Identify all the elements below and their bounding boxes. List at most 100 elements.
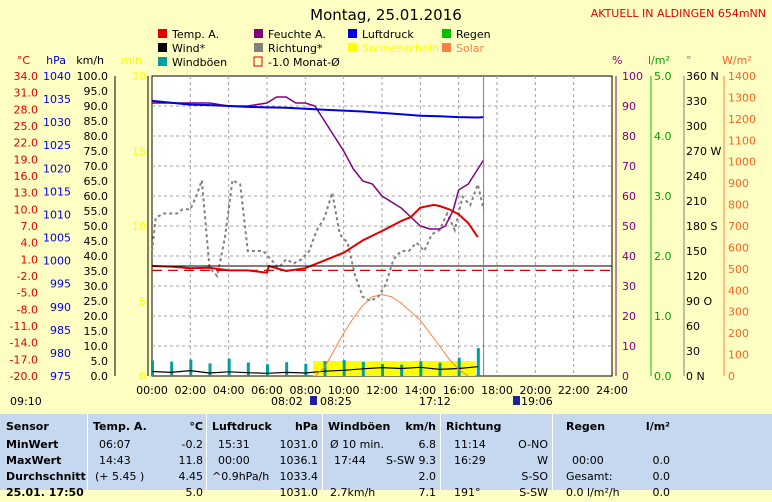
location-label: AKTUELL IN ALDINGEN 654mNN bbox=[590, 7, 766, 20]
direction-tick-label: 240 bbox=[686, 170, 707, 183]
solar-tick-label: 1000 bbox=[728, 156, 756, 169]
rain-unit: l/m² bbox=[645, 420, 670, 433]
gust-bar bbox=[304, 363, 308, 376]
direction-tick-label: 150 bbox=[686, 245, 707, 258]
gust-bar bbox=[266, 364, 269, 376]
humidity-tick-label: 10 bbox=[622, 340, 636, 353]
sunshine-tick-label: 0 bbox=[139, 370, 146, 383]
gust-bar bbox=[323, 361, 327, 376]
legend-label: Windböen bbox=[172, 56, 227, 69]
temp-tick-label: 16.0 bbox=[14, 170, 39, 183]
pressure-max-time: 00:00 bbox=[218, 454, 250, 467]
solar-tick-label: 800 bbox=[728, 199, 749, 212]
temp-tick-label: -2.0 bbox=[17, 270, 38, 283]
pressure-tick-label: 1030 bbox=[43, 116, 71, 129]
pressure-tick-label: 1000 bbox=[43, 255, 71, 268]
rain-total-label: Gesamt: bbox=[566, 470, 613, 483]
direction-tick-label: 330 bbox=[686, 95, 707, 108]
gusts-current-value: 7.1 bbox=[418, 486, 437, 499]
gusts-column: Windböen km/h Ø 10 min. 6.8 17:44 S-SW 9.3 … bbox=[328, 414, 436, 499]
x-tick-label: 24:00 bbox=[596, 384, 628, 397]
wind-tick-label: 100.0 bbox=[77, 70, 109, 83]
pressure-min-value: 1031.0 bbox=[279, 438, 319, 451]
temp-column: Temp. A. °C 06:07 -0.2 14:43 11.8 (+ 5.45 … bbox=[93, 414, 204, 499]
pressure-tick-label: 1035 bbox=[43, 93, 71, 106]
chart-svg: 34.0 31.0 28.0 25.0 22.0 19.0 16.0 13.0 10.0 7.0 4… bbox=[10, 28, 756, 408]
temp-unit-label: °C bbox=[17, 54, 31, 67]
pressure-tick-label: 980 bbox=[50, 347, 71, 360]
wind-tick-label: 25.0 bbox=[84, 295, 109, 308]
solar-tick-label: 600 bbox=[728, 241, 749, 254]
solar-tick-label: 900 bbox=[728, 177, 749, 190]
temp-tick-label: 10.0 bbox=[14, 203, 39, 216]
gust-bar bbox=[151, 360, 154, 376]
legend-label: Solar bbox=[456, 42, 485, 55]
direction-tick-label: 120 bbox=[686, 270, 707, 283]
wind-tick-label: 95.0 bbox=[84, 85, 109, 98]
direction-tick-label: 60 bbox=[686, 320, 700, 333]
x-tick-label: 20:00 bbox=[519, 384, 551, 397]
pressure-tick-label: 1020 bbox=[43, 162, 71, 175]
rain-column: Regen l/m² 00:00 0.0 Gesamt: 0.0 0.0 l/m²/… bbox=[560, 414, 670, 499]
x-tick-label: 00:00 bbox=[136, 384, 168, 397]
gust-bar bbox=[400, 364, 404, 376]
temp-tick-label: 31.0 bbox=[14, 87, 39, 100]
direction-tick-label: 90 O bbox=[686, 295, 712, 308]
temp-max-value: 11.8 bbox=[178, 454, 204, 467]
legend-label: Wind* bbox=[172, 42, 206, 55]
weather-chart: 34.0 31.0 28.0 25.0 22.0 19.0 16.0 13.0 10.0 7.0 4… bbox=[10, 6, 766, 408]
statistics-panel: Sensor MinWert MaxWert Durchschnitt 25.0… bbox=[0, 414, 772, 499]
pressure-unit: hPa bbox=[294, 420, 318, 433]
x-tick-label: 18:00 bbox=[481, 384, 513, 397]
pressure-trend: ^0.9hPa/h bbox=[212, 470, 270, 483]
chart-title: Montag, 25.01.2016 bbox=[310, 6, 462, 24]
pressure-tick-label: 1010 bbox=[43, 208, 71, 221]
sunset-label: 17:12 bbox=[419, 395, 451, 408]
x-tick-label: 22:00 bbox=[558, 384, 590, 397]
pressure-tick-label: 975 bbox=[50, 370, 71, 383]
x-tick-label: 10:00 bbox=[328, 384, 360, 397]
wind-tick-label: 30.0 bbox=[84, 280, 109, 293]
legend-swatch bbox=[442, 29, 451, 38]
humidity-tick-label: 60 bbox=[622, 190, 636, 203]
rain-tick-label: 3.0 bbox=[654, 190, 672, 203]
pressure-avg-value: 1033.4 bbox=[279, 470, 319, 483]
gust-bar bbox=[227, 358, 231, 376]
rain-rate: 0.0 l/m²/h bbox=[566, 486, 620, 499]
temp-delta: (+ 5.45 ) bbox=[95, 470, 145, 483]
direction-line bbox=[151, 178, 485, 303]
direction-max-time: 16:29 bbox=[454, 454, 486, 467]
legend-label: Feuchte A. bbox=[268, 28, 326, 41]
x-tick-label: 04:00 bbox=[213, 384, 245, 397]
legend-swatch bbox=[158, 43, 167, 52]
divider bbox=[440, 414, 441, 490]
solar-unit-label: W/m² bbox=[722, 54, 752, 67]
direction-unit-label: ° bbox=[686, 54, 692, 67]
direction-avg-value: S-SO bbox=[521, 470, 548, 483]
legend-swatch bbox=[158, 29, 167, 38]
rain-tick-label: 5.0 bbox=[654, 70, 672, 83]
x-tick-label: 12:00 bbox=[366, 384, 398, 397]
direction-tick-label: 180 S bbox=[686, 220, 717, 233]
temp-tick-label: -17.0 bbox=[10, 353, 38, 366]
direction-tick-label: 30 bbox=[686, 345, 700, 358]
temperature-line bbox=[151, 203, 479, 274]
x-tick-label: 16:00 bbox=[443, 384, 475, 397]
sunshine-tick-label: 5 bbox=[139, 295, 146, 308]
wind-tick-label: 50.0 bbox=[84, 220, 109, 233]
temp-tick-label: 22.0 bbox=[14, 137, 39, 150]
solar-tick-label: 1300 bbox=[728, 91, 756, 104]
humidity-tick-label: 30 bbox=[622, 280, 636, 293]
rain-tick-label: 1.0 bbox=[654, 310, 672, 323]
sunrise-end-label: 08:25 bbox=[320, 395, 352, 408]
direction-column: Richtung 11:14 O-NO 16:29 W S-SO 191° S-SW bbox=[446, 414, 548, 499]
sunshine-bar bbox=[324, 361, 344, 376]
pressure-max-value: 1036.1 bbox=[279, 454, 319, 467]
sunrise-label: 08:02 bbox=[271, 395, 303, 408]
label-current: 25.01. 17:50 bbox=[6, 486, 84, 499]
sunshine-bar bbox=[313, 361, 325, 376]
sunshine-unit-label: min bbox=[121, 54, 142, 67]
divider bbox=[206, 414, 207, 490]
gusts-avg-label: Ø 10 min. bbox=[330, 438, 384, 451]
sunset-icon bbox=[513, 396, 520, 405]
